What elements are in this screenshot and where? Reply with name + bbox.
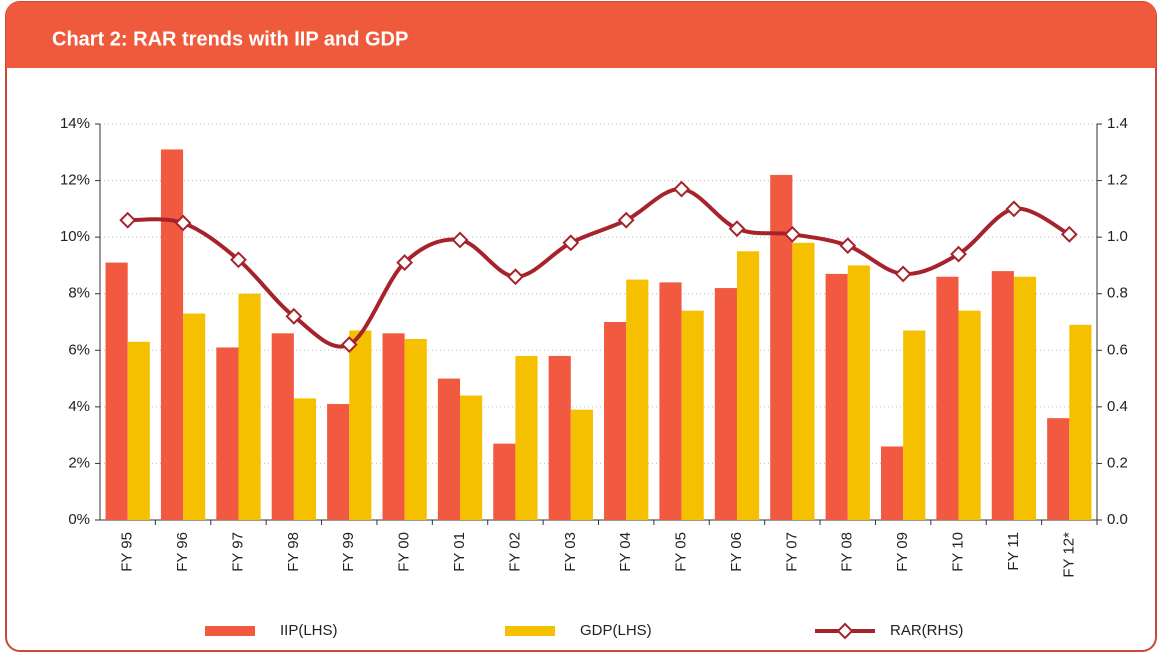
y-tick-label: 12% [60,172,90,189]
marker [451,231,469,249]
legend-label: RAR(RHS) [890,622,963,639]
marker [119,211,137,229]
x-tick-label: FY 07 [783,532,800,572]
x-tick-label: FY 00 [396,532,413,572]
bar [460,395,483,520]
bar [515,355,538,520]
x-tick-label: FY 97 [229,532,246,572]
x-tick-label: FY 95 [119,532,136,572]
bar [825,273,848,520]
x-tick-label: FY 04 [617,532,634,572]
x-tick-label: FY 06 [728,532,745,572]
bar [1013,276,1037,520]
bar [991,271,1014,520]
bar [1069,324,1092,520]
bar [736,251,760,521]
marker [1005,200,1023,218]
y-tick-label: 6% [68,341,90,358]
y2-tick-label: 0.0 [1107,511,1128,528]
bar [604,322,627,520]
bar [127,341,150,520]
marker [340,336,358,354]
marker [894,265,912,283]
bar [936,276,959,520]
bar [404,338,427,520]
x-tick-label: FY 11 [1005,532,1022,571]
y-tick-label: 10% [60,228,90,245]
bar [659,282,682,520]
x-tick-label: FY 09 [894,532,911,572]
legend-swatch [505,626,555,636]
marker [285,307,303,325]
bar [349,330,372,520]
x-tick-label: FY 12* [1060,532,1077,578]
y2-tick-label: 0.2 [1107,454,1128,471]
x-tick-label: FY 01 [451,532,468,572]
bar [160,149,184,520]
bar [437,378,461,520]
marker [230,251,247,269]
marker [839,237,857,255]
x-tick-label: FY 08 [839,532,856,572]
y-tick-label: 4% [68,398,90,415]
marker [562,234,580,252]
bar [293,398,317,520]
bar [238,293,261,520]
bar [382,333,405,520]
x-tick-label: FY 05 [673,532,690,572]
x-tick-label: FY 98 [285,532,302,572]
marker [728,220,746,238]
y-tick-label: 8% [68,285,90,302]
marker [673,180,690,198]
bar [271,333,294,520]
bar [548,355,571,520]
y2-tick-label: 0.6 [1107,341,1128,358]
chart-title: Chart 2: RAR trends with IIP and GDP [52,28,408,50]
x-tick-label: FY 96 [174,532,191,572]
bar [847,265,870,520]
bar [216,347,239,520]
bar [958,310,981,520]
y2-tick-label: 1.2 [1107,172,1128,189]
bar [493,443,516,520]
bar [792,242,815,521]
marker [950,245,967,263]
y-tick-label: 2% [68,454,90,471]
y2-tick-label: 1.4 [1107,115,1128,132]
marker [617,211,635,229]
header [6,2,1156,68]
y2-tick-label: 0.8 [1107,285,1128,302]
legend-label: GDP(LHS) [580,622,652,639]
x-tick-label: FY 02 [506,532,523,572]
bar [105,262,128,520]
legend-marker [836,622,854,640]
bar [327,404,350,520]
y2-tick-label: 1.0 [1107,228,1128,245]
legend-label: IIP(LHS) [280,622,338,639]
marker [396,254,414,272]
bar [880,446,904,520]
marker [1060,225,1078,243]
bar [626,279,649,520]
x-tick-label: FY 99 [340,532,357,572]
bar [570,409,593,520]
marker [783,225,801,243]
y-tick-label: 14% [60,115,90,132]
legend-swatch [205,626,255,636]
y-tick-label: 0% [68,511,90,528]
bar [183,313,206,520]
bar [681,310,704,520]
bar [770,174,793,520]
bar [714,288,737,520]
y2-tick-label: 0.4 [1107,398,1128,415]
marker [507,268,524,286]
bar [903,330,926,520]
bar [1047,418,1070,520]
x-tick-label: FY 03 [562,532,579,572]
x-tick-label: FY 10 [949,532,966,572]
marker [174,214,192,232]
